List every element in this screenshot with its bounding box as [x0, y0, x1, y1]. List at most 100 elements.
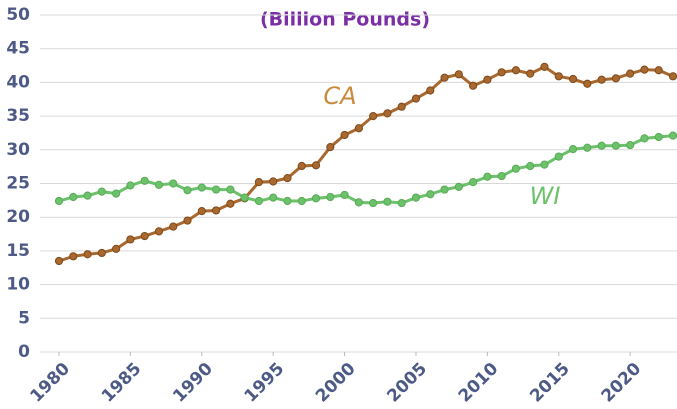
series-marker: [397, 198, 406, 208]
series-marker: [211, 185, 221, 194]
series-marker: [69, 192, 78, 202]
series-marker: [654, 66, 663, 75]
series-marker: [340, 190, 349, 200]
series-marker: [326, 192, 335, 202]
series-marker: [311, 194, 321, 203]
series-marker: [126, 235, 135, 244]
series-marker: [169, 179, 178, 188]
series-marker: [397, 102, 406, 111]
series-marker: [668, 131, 677, 140]
series-marker: [169, 222, 178, 231]
series-marker: [583, 143, 592, 152]
series-line: [58, 134, 674, 205]
series-marker: [426, 190, 435, 199]
series-marker: [283, 196, 292, 206]
series-marker: [126, 181, 135, 190]
x-tick-label: 2005: [383, 359, 431, 407]
series-marker: [354, 124, 363, 133]
series-marker: [611, 141, 620, 150]
series-marker: [183, 216, 192, 225]
series-marker: [511, 164, 521, 173]
series-marker: [269, 193, 278, 202]
series-label: WI: [530, 182, 561, 210]
series-marker: [526, 161, 535, 171]
series-marker: [54, 196, 64, 206]
y-tick-label: 15: [6, 241, 30, 261]
x-tick-label: 1985: [98, 359, 146, 407]
series-marker: [154, 180, 164, 189]
series-marker: [140, 176, 149, 185]
series-marker: [97, 248, 106, 258]
series-line: [58, 65, 674, 263]
series-marker: [540, 160, 549, 169]
series-marker: [183, 186, 192, 195]
series-marker: [554, 72, 563, 81]
y-tick-label: 35: [6, 106, 30, 126]
series-marker: [426, 86, 435, 95]
series-marker: [297, 196, 306, 206]
series-marker: [554, 152, 563, 161]
x-tick-label: 2010: [455, 359, 503, 407]
y-tick-label: 20: [6, 207, 30, 227]
series-marker: [497, 68, 506, 77]
series-marker: [154, 227, 164, 236]
series-marker: [454, 70, 463, 79]
x-tick-label: 1980: [26, 359, 74, 407]
series-marker: [483, 172, 492, 181]
series-marker: [54, 256, 64, 266]
series-marker: [668, 72, 677, 81]
chart-subtitle: (Billion Pounds): [260, 9, 430, 31]
y-tick-label: 45: [6, 39, 30, 59]
series-marker: [83, 191, 92, 200]
y-tick-label: 40: [6, 72, 30, 92]
series-marker: [526, 69, 535, 78]
series-marker: [597, 75, 606, 84]
series-marker: [583, 79, 592, 88]
series-marker: [340, 130, 349, 140]
series-marker: [483, 75, 492, 84]
series-marker: [269, 177, 278, 186]
series-marker: [597, 141, 606, 150]
series-marker: [626, 69, 635, 78]
series-marker: [626, 140, 635, 150]
series-marker: [568, 74, 578, 84]
series-marker: [468, 81, 478, 90]
series-marker: [211, 206, 221, 215]
series-marker: [540, 62, 549, 71]
series-marker: [468, 178, 478, 187]
series-marker: [311, 161, 321, 170]
series-marker: [440, 185, 449, 194]
series-marker: [112, 244, 121, 253]
series-marker: [454, 182, 463, 191]
x-tick-label: 2015: [526, 359, 574, 407]
series-marker: [240, 193, 249, 202]
series-marker: [297, 161, 306, 171]
series-marker: [511, 66, 521, 75]
series-marker: [411, 94, 421, 103]
series-marker: [383, 109, 392, 118]
x-tick-label: 1995: [241, 359, 289, 407]
y-tick-label: 30: [6, 140, 30, 160]
series-marker: [226, 199, 235, 208]
series-marker: [197, 207, 206, 216]
series-marker: [283, 174, 292, 183]
series-marker: [140, 231, 149, 241]
series-marker: [97, 187, 106, 196]
y-tick-label: 50: [6, 5, 30, 25]
x-tick-label: 1990: [169, 359, 217, 407]
series-marker: [640, 65, 649, 74]
series-marker: [69, 252, 78, 261]
x-tick-label: 2020: [598, 359, 646, 407]
series-label: CA: [323, 82, 356, 110]
y-tick-label: 10: [6, 275, 30, 295]
series-marker: [640, 134, 649, 143]
series-marker: [568, 145, 578, 154]
series-marker: [497, 171, 506, 181]
series-marker: [654, 132, 663, 142]
series-marker: [611, 74, 620, 83]
series-marker: [83, 250, 92, 259]
y-tick-label: 5: [18, 308, 30, 328]
series-marker: [369, 198, 378, 208]
series-marker: [369, 112, 378, 121]
